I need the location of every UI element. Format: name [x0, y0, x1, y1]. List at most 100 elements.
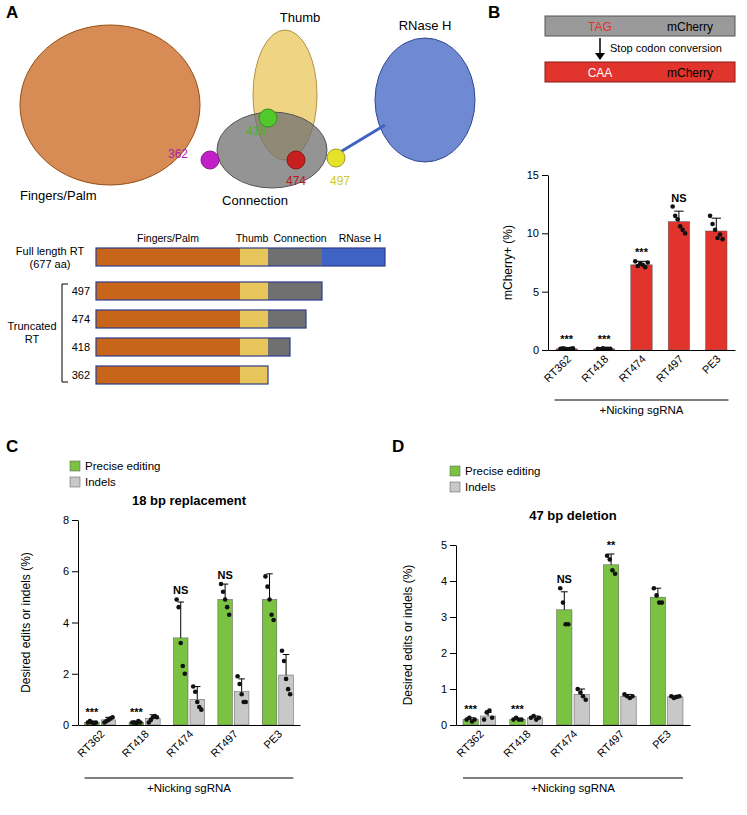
y-tick-mark: [72, 520, 78, 521]
y-tick: 1: [441, 683, 456, 695]
y-tick: 0: [441, 719, 456, 731]
figure: ABCDRNase HThumbFingers/PalmConnection36…: [0, 0, 747, 815]
error-cap: [712, 218, 721, 219]
significance: NS: [671, 192, 686, 204]
data-point: [235, 674, 240, 679]
arrow-label: Stop codon conversion: [610, 42, 722, 54]
y-axis: 02468: [63, 514, 79, 731]
data-point: [263, 574, 268, 579]
y-tick-label: 5: [441, 539, 447, 551]
data-point: [286, 687, 291, 692]
x-tick-label: RT418: [501, 728, 533, 760]
x-tick-label: PE3: [261, 728, 284, 751]
domain-header: Thumb: [236, 232, 269, 244]
domain-segment: [96, 338, 240, 356]
y-tick-mark: [72, 725, 78, 726]
x-tick: RT474: [164, 728, 196, 760]
x-tick-label: RT418: [579, 353, 611, 385]
data-point: [239, 692, 244, 697]
y-tick-mark: [72, 623, 78, 624]
data-point: [178, 641, 183, 646]
chart-title: 47 bp deletion: [529, 508, 616, 523]
legend: Precise editingIndels: [70, 460, 160, 488]
data-point: [243, 700, 248, 705]
y-tick: 15: [527, 169, 548, 181]
y-tick-label: 4: [63, 617, 69, 629]
domain-segment: [268, 248, 322, 266]
data-point: [613, 572, 618, 577]
error-cap: [283, 654, 289, 655]
gene-label: mCherry: [667, 66, 713, 80]
data-point: [683, 231, 688, 236]
error-bar: [561, 592, 568, 610]
data-point: [652, 586, 657, 591]
truncated-label: Truncated: [7, 320, 56, 332]
data-point: [221, 589, 226, 594]
y-tick: 10: [527, 227, 548, 239]
y-axis: 051015: [527, 169, 549, 356]
data-point: [566, 622, 571, 627]
x-tick-label: RT474: [548, 728, 580, 760]
x-tick: RT362: [75, 728, 107, 760]
y-tick-mark: [450, 545, 456, 546]
legend-swatch: [70, 477, 80, 487]
data-point: [561, 600, 566, 605]
data-point: [607, 557, 612, 562]
y-tick-label: 0: [533, 344, 539, 356]
data-point: [487, 708, 492, 713]
y-tick-label: 6: [63, 565, 69, 577]
y-tick-mark: [72, 674, 78, 675]
residue-label: 418: [246, 124, 266, 138]
significance: NS: [173, 584, 188, 596]
data-point: [110, 715, 115, 720]
data-point: [267, 597, 272, 602]
bar: [650, 597, 665, 725]
marks: [556, 204, 727, 350]
data-point: [654, 593, 659, 598]
y-axis-line: [456, 546, 457, 726]
data-point: [519, 717, 524, 722]
error-cap: [178, 602, 184, 603]
panel-letter: C: [6, 437, 18, 456]
x-tick: PE3: [700, 353, 723, 376]
domain-segment: [240, 248, 268, 266]
domain-segment: [322, 248, 385, 266]
bar: [574, 694, 589, 725]
error-stem: [286, 655, 287, 676]
x-tick-label: RT497: [654, 353, 686, 385]
domain-segment: [240, 366, 268, 384]
domain-outline: [96, 366, 268, 384]
data-point: [660, 600, 665, 605]
error-cap: [238, 678, 244, 679]
x-tick-label: RT362: [542, 353, 574, 385]
marks: [463, 554, 683, 726]
x-axis-title: +Nicking sgRNA: [147, 782, 231, 794]
y-tick-mark: [542, 292, 548, 293]
y-tick-label: 2: [63, 668, 69, 680]
y-tick: 8: [63, 514, 78, 526]
bar: [279, 675, 294, 725]
x-tick-label: RT497: [595, 728, 627, 760]
y-tick-label: 4: [441, 575, 447, 587]
panel-letter: B: [488, 3, 500, 22]
reporter-after: [545, 62, 735, 82]
data-point: [174, 597, 179, 602]
data-point: [288, 692, 293, 697]
bar: [603, 565, 618, 725]
y-tick-mark: [450, 725, 456, 726]
data-point: [199, 707, 204, 712]
data-point: [583, 698, 588, 703]
y-tick: 4: [63, 617, 78, 629]
x-axis: RT362RT418RT474RT497PE3: [542, 351, 736, 385]
significance: ***: [511, 703, 525, 715]
domain-segment: [96, 310, 240, 328]
error-cap: [561, 591, 568, 592]
data-point: [670, 204, 675, 209]
bar: [480, 716, 495, 725]
y-axis-line: [78, 521, 79, 726]
residue-sphere: [201, 151, 219, 169]
data-point: [718, 232, 723, 237]
marks: [85, 574, 294, 725]
y-tick-label: 2: [441, 647, 447, 659]
y-tick-mark: [542, 233, 548, 234]
